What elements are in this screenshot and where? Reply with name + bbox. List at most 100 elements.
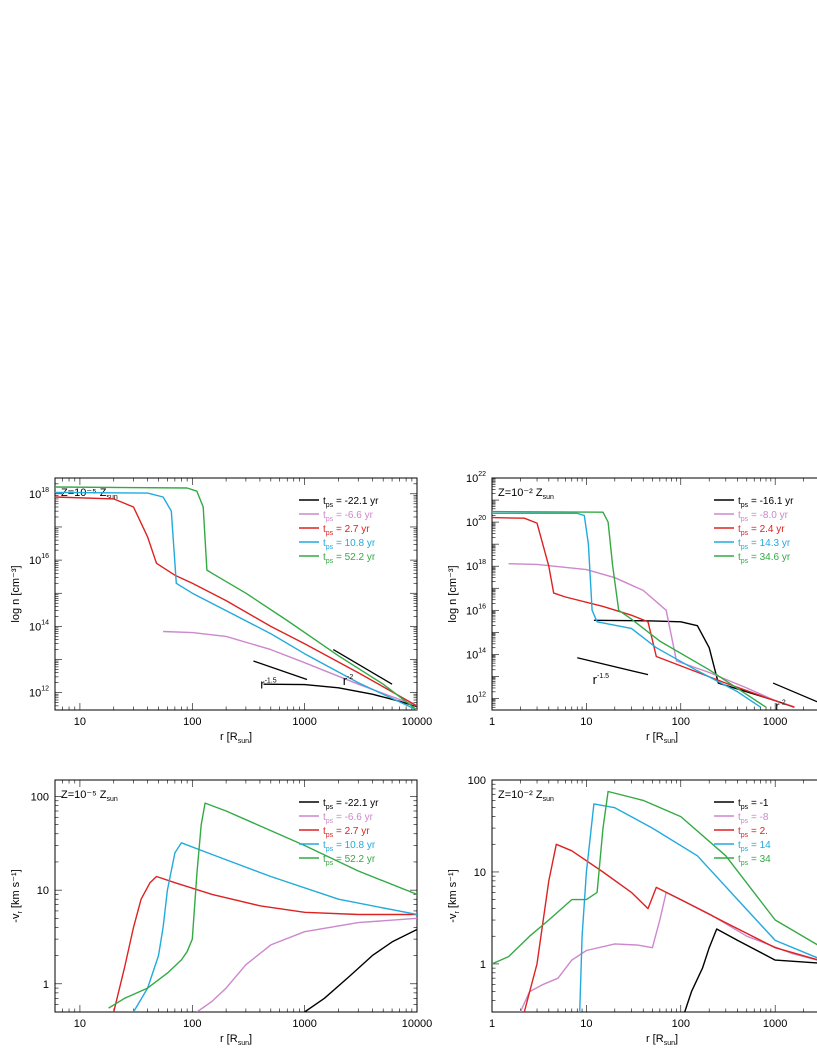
x-tick-label: 100 — [183, 1018, 201, 1030]
y-tick-label: 1 — [480, 959, 486, 971]
plot-frame — [491, 779, 817, 1013]
x-axis-label: r [Rsun] — [646, 731, 678, 745]
legend-label: tps = 2.7 yr — [323, 524, 370, 537]
x-tick-label: 10000 — [402, 716, 433, 728]
x-tick-label: 10 — [580, 716, 592, 728]
x-tick-label: 100 — [672, 716, 690, 728]
y-tick-label: 1014 — [29, 619, 49, 633]
x-tick-label: 10 — [74, 1018, 86, 1030]
y-tick-label: 1012 — [29, 686, 49, 700]
x-tick-label: 1 — [489, 716, 495, 728]
x-axis-label: r [Rsun] — [220, 1033, 252, 1047]
slope-line — [577, 657, 649, 676]
legend-label: tps = 34.6 yr — [738, 552, 791, 565]
x-tick-label: 100 — [183, 716, 201, 728]
plot-frame — [491, 477, 817, 711]
legend-label: tps = 10.8 yr — [323, 840, 376, 853]
y-axis-label: log n [cm⁻³] — [10, 565, 22, 622]
x-tick-label: 1000 — [763, 716, 787, 728]
series-line-1 — [508, 563, 795, 708]
legend-label: tps = 34 — [738, 854, 771, 867]
plot-frame — [54, 779, 418, 1013]
series-line-1 — [196, 917, 417, 1012]
legend-label: tps = 14.3 yr — [738, 538, 791, 551]
y-tick-label: 10 — [474, 867, 486, 879]
slope-label: r-1.5 — [260, 676, 277, 691]
series-line-2 — [113, 875, 417, 1012]
y-tick-label: 1 — [43, 979, 49, 991]
x-tick-label: 1000 — [292, 1018, 316, 1030]
series-group — [55, 486, 417, 710]
series-line-3 — [132, 842, 417, 1012]
legend-label: tps = -6.6 yr — [323, 510, 374, 523]
slope-label: r-2 — [775, 698, 786, 713]
y-tick-label: 1014 — [466, 647, 486, 661]
y-tick-label: 1012 — [466, 691, 486, 705]
series-line-3 — [579, 803, 817, 1012]
minor-ticks — [491, 779, 804, 1013]
x-tick-label: 10000 — [402, 1018, 433, 1030]
panel-annotation: Z=10⁻² Zsun — [498, 789, 554, 803]
legend-label: tps = -22.1 yr — [323, 798, 379, 811]
legend-label: tps = -16.1 yr — [738, 496, 794, 509]
slope-label: r-1.5 — [593, 672, 610, 687]
y-tick-label: 1020 — [466, 515, 486, 529]
legend-label: tps = 2.7 yr — [323, 826, 370, 839]
x-tick-label: 1 — [489, 1018, 495, 1030]
slope-line — [772, 682, 817, 703]
x-tick-label: 1000 — [292, 716, 316, 728]
panel-bottom-right: 1 10 100 1000 1 10 100 r [Rsun] -vr [km s⁻¹] Z=10… — [447, 775, 817, 1047]
legend-label: tps = -1 — [738, 798, 769, 811]
series-line-4 — [55, 486, 417, 710]
y-tick-label: 1018 — [29, 487, 49, 501]
x-tick-label: 10 — [580, 1018, 592, 1030]
panel-top-left: 10 100 1000 10000 1012 1014 1016 1018 r [Rsun] lo… — [10, 477, 433, 745]
series-group — [108, 802, 417, 1012]
slope-line — [253, 660, 308, 681]
series-line-4 — [492, 790, 817, 965]
series-line-0 — [593, 619, 795, 708]
series-line-2 — [523, 843, 817, 1012]
legend-label: tps = 52.2 yr — [323, 552, 376, 565]
legend-label: tps = 2.4 yr — [738, 524, 785, 537]
legend-label: tps = 10.8 yr — [323, 538, 376, 551]
minor-ticks — [54, 477, 418, 711]
legend-label: tps = -8.0 yr — [738, 510, 789, 523]
x-tick-label: 1000 — [763, 1018, 787, 1030]
slope-label: r-2 — [343, 673, 354, 688]
y-tick-label: 1018 — [466, 559, 486, 573]
legend-label: tps = -22.1 yr — [323, 496, 379, 509]
series-line-3 — [55, 491, 417, 710]
y-tick-label: 1016 — [29, 553, 49, 567]
series-line-0 — [304, 928, 417, 1012]
x-axis-label: r [Rsun] — [646, 1033, 678, 1047]
legend-label: tps = -8 — [738, 812, 769, 825]
series-line-0 — [684, 928, 817, 1012]
y-tick-label: 100 — [468, 775, 486, 787]
x-axis-label: r [Rsun] — [220, 731, 252, 745]
x-tick-label: 10 — [74, 716, 86, 728]
y-tick-label: 1022 — [466, 471, 486, 485]
series-group — [492, 790, 817, 1012]
y-axis-label: -vr [km s⁻¹] — [447, 869, 461, 922]
y-axis-label: -vr [km s⁻¹] — [10, 869, 24, 922]
panel-top-right: 1 10 100 1000 1012 1014 1016 1018 1020 1022 r [Rsu… — [447, 471, 817, 745]
panel-annotation: Z=10⁻⁵ Zsun — [61, 789, 118, 803]
panel-bottom-left: 10 100 1000 10000 1 10 100 r [Rsun] -vr [km s⁻¹]… — [10, 779, 433, 1047]
series-line-1 — [163, 630, 417, 707]
y-tick-label: 100 — [31, 791, 49, 803]
legend-label: tps = 52.2 yr — [323, 854, 376, 867]
series-line-1 — [519, 891, 817, 1012]
series-line-4 — [108, 802, 417, 1009]
legend-label: tps = 2. — [738, 826, 768, 839]
y-axis-label: log n [cm⁻³] — [447, 565, 459, 622]
series-line-0 — [263, 683, 417, 708]
panel-annotation: Z=10⁻² Zsun — [498, 487, 554, 501]
minor-ticks — [491, 477, 804, 711]
series-line-2 — [492, 516, 795, 708]
